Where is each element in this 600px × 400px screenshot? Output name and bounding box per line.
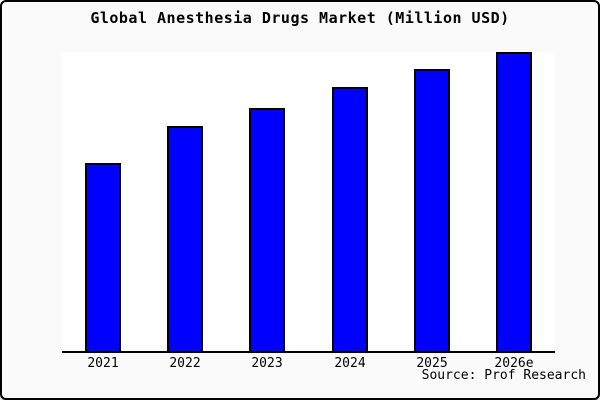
plot-area [62, 52, 555, 353]
bar-2022 [167, 126, 203, 351]
bar-2023 [249, 108, 285, 351]
x-tick-label-2021: 2021 [87, 356, 119, 371]
bar-2021 [85, 163, 121, 351]
x-tick-label-2026e: 2026e [494, 356, 534, 371]
x-tick-label-2022: 2022 [169, 356, 201, 371]
chart-title: Global Anesthesia Drugs Market (Million … [90, 9, 510, 27]
bar-2025 [414, 69, 450, 351]
x-tick-label-2025: 2025 [416, 356, 448, 371]
source-note: Source: Prof Research [421, 368, 586, 383]
x-tick-label-2023: 2023 [251, 356, 283, 371]
bar-2026e [496, 52, 532, 351]
bar-2024 [332, 87, 368, 351]
x-tick-label-2024: 2024 [334, 356, 366, 371]
